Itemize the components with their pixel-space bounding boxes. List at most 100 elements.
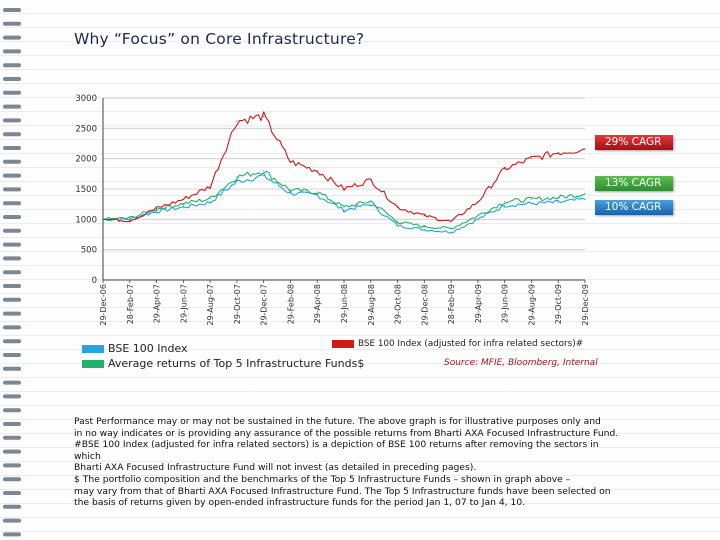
series-point bbox=[209, 201, 211, 203]
note-line: Past Performance may or may not be susta… bbox=[74, 416, 601, 427]
y-tick-label: 1000 bbox=[75, 215, 97, 225]
disclaimer-notes: Past Performance may or may not be susta… bbox=[74, 416, 664, 509]
spiral-ring bbox=[3, 408, 21, 413]
spiral-ring bbox=[3, 422, 21, 426]
series-point bbox=[530, 158, 533, 160]
series-point bbox=[557, 196, 559, 199]
note-line: #BSE 100 Index (adjusted for infra relat… bbox=[74, 439, 599, 451]
legend-swatch-blue bbox=[82, 344, 104, 353]
y-tick-label: 3000 bbox=[75, 94, 97, 104]
series-point bbox=[209, 198, 211, 200]
series-point bbox=[129, 217, 131, 219]
x-tick-label: 29-Jun-08 bbox=[340, 284, 349, 323]
cagr-label-blue: 10% CAGR bbox=[595, 200, 673, 215]
spiral-ring bbox=[3, 215, 21, 219]
spiral-ring bbox=[3, 159, 21, 164]
cagr-label-green: 13% CAGR bbox=[595, 176, 673, 191]
series-point bbox=[370, 200, 372, 202]
legend-item-top5-funds: Average returns of Top 5 Infrastructure … bbox=[82, 357, 364, 370]
page-title: Why “Focus” on Core Infrastructure? bbox=[74, 30, 365, 48]
x-tick-label: 28-Feb-09 bbox=[447, 284, 456, 324]
spiral-ring bbox=[3, 270, 21, 275]
series-point bbox=[423, 215, 425, 217]
legend-label: BSE 100 Index bbox=[108, 342, 188, 355]
spiral-ring bbox=[3, 435, 21, 440]
note-line: which bbox=[74, 450, 101, 462]
legend-item-bse100: BSE 100 Index bbox=[82, 342, 188, 355]
spiral-ring bbox=[3, 49, 21, 54]
y-tick-label: 1500 bbox=[75, 185, 97, 195]
spiral-ring bbox=[3, 311, 21, 316]
x-tick-label: 29-Jun-07 bbox=[179, 284, 188, 323]
note-line: in no way indicates or is providing any … bbox=[74, 427, 619, 439]
notebook-spiral-binding bbox=[3, 8, 21, 537]
series-point bbox=[396, 224, 399, 226]
x-tick-label: 29-Dec-07 bbox=[260, 284, 269, 326]
spiral-ring bbox=[3, 35, 21, 40]
series-point bbox=[263, 175, 265, 177]
spiral-ring bbox=[3, 504, 21, 509]
legend-swatch-red bbox=[332, 340, 354, 348]
x-tick-label: 29-Oct-08 bbox=[394, 284, 403, 324]
series-point bbox=[289, 192, 292, 194]
source-note: Source: MFIE, Bloomberg, Internal bbox=[444, 358, 598, 368]
note-line: $ The portfolio composition and the benc… bbox=[74, 473, 571, 485]
x-tick-label: 28-Feb-07 bbox=[126, 284, 135, 324]
series-point bbox=[477, 215, 479, 217]
series-point bbox=[477, 218, 479, 220]
x-tick-label: 29-Oct-07 bbox=[233, 284, 242, 324]
spiral-ring bbox=[3, 463, 21, 468]
series-point bbox=[316, 191, 318, 193]
spiral-ring bbox=[3, 477, 21, 482]
series-point bbox=[370, 179, 372, 181]
spiral-ring bbox=[3, 104, 21, 109]
series-point bbox=[504, 168, 506, 170]
series-point bbox=[343, 209, 345, 211]
series-line bbox=[102, 170, 586, 230]
spiral-ring bbox=[3, 21, 21, 26]
series-point bbox=[182, 206, 184, 208]
series-point bbox=[370, 203, 372, 205]
series-point bbox=[343, 188, 345, 190]
series-point bbox=[450, 227, 452, 230]
series-line bbox=[103, 172, 586, 234]
spiral-ring bbox=[3, 173, 21, 178]
note-line: may vary from that of Bharti AXA Focused… bbox=[74, 485, 611, 497]
spiral-ring bbox=[3, 256, 21, 261]
spiral-ring bbox=[3, 77, 21, 81]
spiral-ring bbox=[3, 394, 21, 399]
legend-swatch-green bbox=[82, 359, 104, 368]
series-point bbox=[477, 201, 479, 203]
x-tick-label: 29-Aug-07 bbox=[206, 284, 215, 326]
series-point bbox=[182, 202, 184, 205]
line-chart: 0 500 1000 1500 2000 2500 3000 29-Dec-06 28-Feb-… bbox=[75, 94, 590, 326]
spiral-ring bbox=[3, 380, 21, 385]
spiral-ring bbox=[3, 491, 21, 495]
spiral-ring bbox=[3, 8, 21, 12]
series-point bbox=[263, 115, 265, 117]
note-line: Bharti AXA Focused Infrastructure Fund w… bbox=[74, 462, 477, 474]
series-point bbox=[557, 152, 559, 154]
series-point bbox=[423, 229, 425, 231]
spiral-ring bbox=[3, 518, 21, 523]
series-point bbox=[423, 226, 425, 228]
spiral-ring bbox=[3, 325, 21, 330]
legend-label: BSE 100 Index (adjusted for infra relate… bbox=[358, 339, 584, 349]
y-tick-label: 0 bbox=[92, 276, 97, 286]
spiral-ring bbox=[3, 187, 21, 192]
x-tick-label: 29-Dec-08 bbox=[420, 284, 429, 326]
x-tick-label: 29-Dec-06 bbox=[99, 284, 108, 326]
x-tick-label: 29-Feb-08 bbox=[286, 284, 295, 324]
spiral-ring bbox=[3, 339, 21, 344]
series-point bbox=[129, 218, 131, 220]
series-point bbox=[504, 204, 506, 206]
cagr-label-red: 29% CAGR bbox=[595, 135, 673, 150]
x-tick-label: 29-Aug-09 bbox=[527, 284, 536, 326]
spiral-ring bbox=[3, 366, 21, 371]
x-tick-label: 29-Aug-08 bbox=[367, 284, 376, 326]
spiral-ring bbox=[3, 242, 21, 247]
x-tick-label: 29-Apr-08 bbox=[313, 284, 322, 323]
series-point bbox=[557, 201, 559, 203]
series-point bbox=[236, 120, 238, 122]
